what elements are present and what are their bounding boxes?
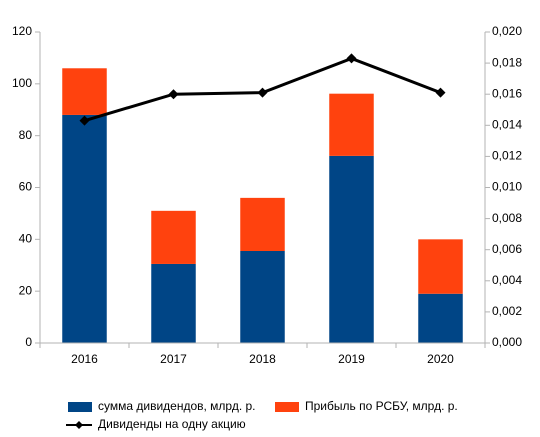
line-marker xyxy=(79,115,90,126)
x-tick-label: 2018 xyxy=(249,352,276,366)
y-tick-label: 0 xyxy=(25,335,32,349)
y2-tick-label: 0,014 xyxy=(492,117,522,131)
legend-label: Дивиденды на одну акцию xyxy=(98,417,246,431)
bar xyxy=(240,250,285,343)
x-tick-label: 2019 xyxy=(338,352,365,366)
x-tick-label: 2016 xyxy=(71,352,98,366)
y-tick-label: 80 xyxy=(19,128,33,142)
bar xyxy=(329,155,374,343)
y-tick-label: 40 xyxy=(19,232,33,246)
legend-swatch xyxy=(275,402,299,412)
bar xyxy=(62,68,107,115)
legend-swatch xyxy=(68,402,92,412)
legend-label: Прибыль по РСБУ, млрд. р. xyxy=(305,399,458,413)
y-tick-label: 100 xyxy=(12,76,32,90)
y-tick-label: 60 xyxy=(19,180,33,194)
bar xyxy=(329,93,374,156)
bar xyxy=(418,293,463,343)
y-tick-label: 20 xyxy=(19,283,33,297)
line-marker xyxy=(257,87,268,98)
bar xyxy=(62,114,107,343)
bar xyxy=(418,239,463,294)
y2-tick-label: 0,016 xyxy=(492,86,522,100)
legend-label: сумма дивидендов, млрд. р. xyxy=(98,399,256,413)
line-marker xyxy=(346,53,357,64)
y2-tick-label: 0,012 xyxy=(492,149,522,163)
y-tick-label: 120 xyxy=(12,24,32,38)
y2-tick-label: 0,000 xyxy=(492,335,522,349)
x-tick-label: 2020 xyxy=(427,352,454,366)
bar xyxy=(151,263,196,343)
y2-tick-label: 0,008 xyxy=(492,211,522,225)
y2-tick-label: 0,002 xyxy=(492,304,522,318)
y2-tick-label: 0,020 xyxy=(492,24,522,38)
bar xyxy=(240,197,285,251)
legend-marker xyxy=(75,421,83,429)
bar xyxy=(151,210,196,264)
y2-tick-label: 0,010 xyxy=(492,180,522,194)
line-marker xyxy=(435,87,446,98)
line-marker xyxy=(168,89,179,100)
y2-tick-label: 0,006 xyxy=(492,242,522,256)
y2-tick-label: 0,004 xyxy=(492,273,522,287)
y2-tick-label: 0,018 xyxy=(492,55,522,69)
x-tick-label: 2017 xyxy=(160,352,187,366)
